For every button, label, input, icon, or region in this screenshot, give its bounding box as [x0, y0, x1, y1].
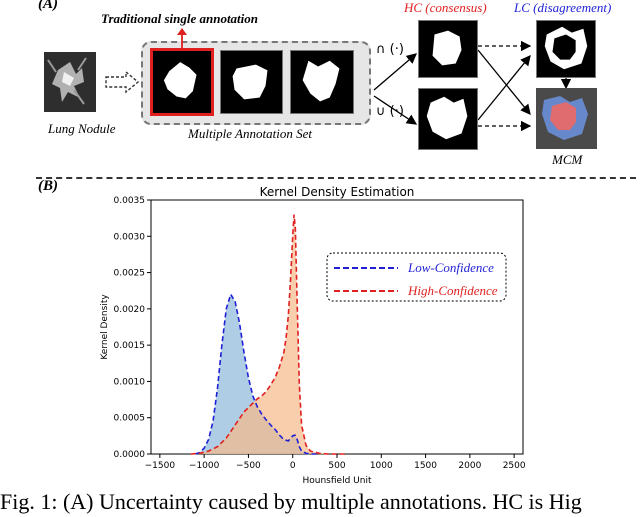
- mcm-image: [536, 88, 597, 149]
- series-line-0: [195, 292, 320, 455]
- x-tick-label: 1500: [414, 461, 437, 471]
- annotation-mask-3: [290, 50, 354, 114]
- x-tick-label: −1500: [145, 461, 176, 471]
- y-tick-label: 0.0030: [114, 232, 146, 242]
- y-tick-label: 0.0035: [114, 196, 146, 206]
- legend: Low-Confidence High-Confidence: [326, 252, 507, 302]
- panel-b-label: (B): [38, 178, 58, 194]
- red-up-arrow: [177, 28, 187, 48]
- y-tick-label: 0.0010: [114, 377, 146, 387]
- chart-title: Kernel Density Estimation: [260, 185, 415, 199]
- intersection-operator: ∩ (·): [376, 42, 404, 57]
- kde-chart: Kernel Density Estimation 0.0000 0.0005 0.…: [100, 185, 526, 485]
- figure-caption: Fig. 1: (A) Uncertainty caused by multip…: [0, 489, 582, 514]
- y-tick-label: 0.0025: [114, 269, 146, 279]
- x-tick-label: 2500: [503, 461, 526, 471]
- legend-label-low: Low-Confidence: [407, 260, 494, 275]
- hc-mask: [418, 20, 478, 78]
- x-tick-label: 500: [328, 461, 345, 471]
- lc-mask: [536, 20, 596, 78]
- y-tick-label: 0.0005: [114, 414, 146, 424]
- legend-label-high: High-Confidence: [407, 283, 498, 298]
- legend-box: [326, 252, 507, 302]
- lc-title: LC (disagreement): [514, 0, 612, 15]
- series-area-0: [195, 294, 320, 454]
- traditional-annotation-title: Traditional single annotation: [101, 11, 259, 26]
- series-area-1: [190, 214, 346, 454]
- series-line-1: [190, 214, 346, 455]
- panel-a-label: (A): [38, 0, 58, 12]
- y-tick-label: 0.0000: [114, 450, 146, 460]
- panel-divider: [36, 177, 636, 179]
- x-tick-label: 2000: [458, 461, 481, 471]
- multiple-annotation-label: Multiple Annotation Set: [188, 126, 312, 141]
- union-operator: ∪ (·): [376, 104, 404, 119]
- x-tick-label: −500: [236, 461, 261, 471]
- y-tick-label: 0.0015: [114, 341, 146, 351]
- x-axis-label: Hounsfield Unit: [303, 476, 372, 485]
- y-axis-label: Kernel Density: [100, 294, 110, 360]
- lung-nodule-image: [44, 52, 96, 112]
- y-tick-label: 0.0020: [114, 305, 146, 315]
- hc-title: HC (consensus): [404, 0, 487, 15]
- x-tick-label: 1000: [370, 461, 393, 471]
- lung-nodule-label: Lung Nodule: [48, 121, 116, 136]
- annotation-mask-2: [220, 50, 283, 114]
- dashed-arrow-right: [105, 70, 140, 94]
- annotation-mask-1: [150, 48, 214, 116]
- plot-area: [150, 199, 524, 455]
- x-tick-label: −1000: [189, 461, 220, 471]
- union-mask: [418, 88, 478, 150]
- x-tick-label: 0: [290, 461, 296, 471]
- connector-arrows: [373, 40, 572, 132]
- mcm-label: MCM: [552, 152, 583, 167]
